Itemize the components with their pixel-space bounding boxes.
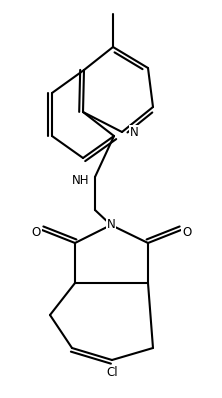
Text: NH: NH: [71, 174, 89, 187]
Text: Cl: Cl: [106, 365, 118, 378]
Text: O: O: [31, 226, 41, 238]
Text: O: O: [182, 226, 192, 238]
Text: N: N: [107, 219, 115, 232]
Text: N: N: [130, 125, 139, 139]
